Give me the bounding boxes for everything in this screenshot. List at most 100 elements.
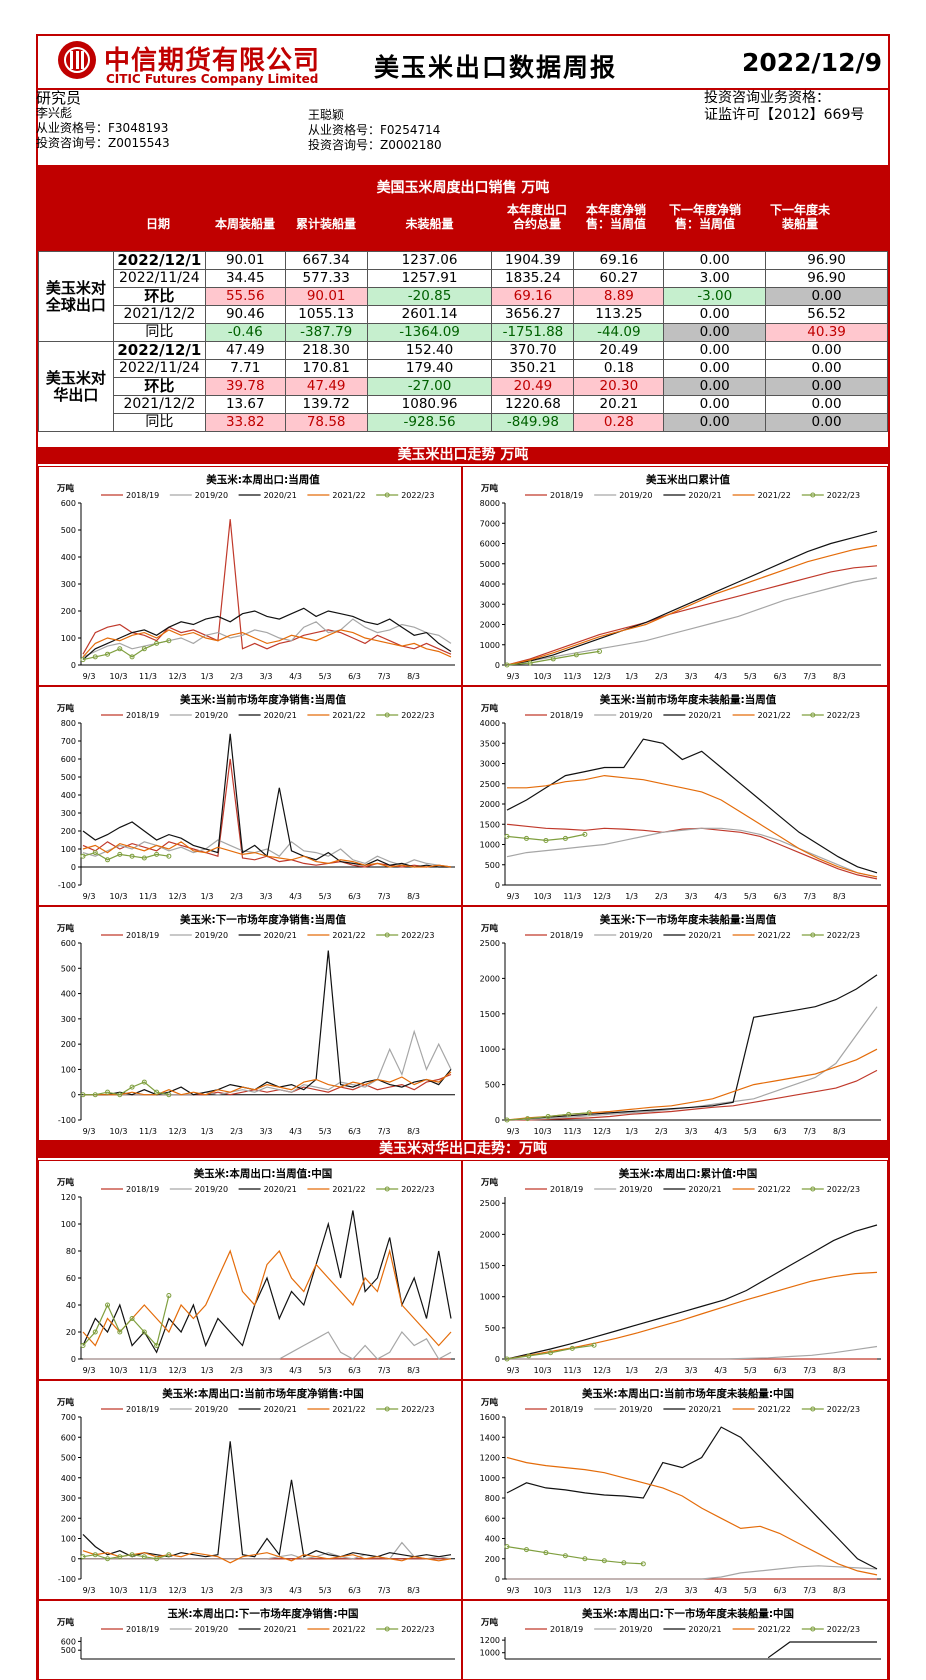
y-tick-label: 300: [61, 1494, 76, 1503]
x-tick-label: 11/3: [563, 1127, 581, 1136]
x-tick-label: 4/3: [714, 1586, 727, 1595]
legend-label: 2019/20: [195, 1185, 228, 1194]
y-tick-label: 400: [61, 1474, 76, 1483]
legend-label: 2020/21: [264, 1185, 297, 1194]
legend-label: 2021/22: [332, 491, 365, 500]
legend-label: 2022/23: [827, 931, 860, 940]
series-line: [82, 733, 451, 868]
y-tick-label: 1500: [480, 820, 500, 829]
x-tick-label: 8/3: [407, 892, 420, 901]
legend-marker: [384, 492, 390, 498]
table-cell: 218.30: [284, 341, 368, 360]
series-point: [92, 1552, 98, 1558]
legend-label: 2022/23: [827, 1625, 860, 1634]
y-tick-label: 40: [66, 1301, 76, 1310]
series-line: [507, 1565, 878, 1580]
series-point: [129, 654, 135, 660]
series-point: [154, 1556, 160, 1562]
series-line: [83, 1071, 452, 1096]
researcher-heading: 研究员: [36, 89, 82, 107]
x-tick-label: 2/3: [230, 672, 243, 681]
table-cell: 0.00: [663, 413, 767, 432]
researcher-name: 王聪颖: [308, 108, 345, 122]
series-line: [507, 1345, 878, 1360]
x-tick-label: 10/3: [110, 1366, 128, 1375]
table-cell: 0.00: [765, 341, 888, 360]
legend-label: 2022/23: [401, 1185, 434, 1194]
researcher-consult: 投资咨询号：Z0002180: [308, 138, 442, 152]
series-line: [506, 1546, 644, 1565]
chart-unit: 万吨: [56, 923, 75, 934]
y-tick-label: 100: [61, 1220, 76, 1229]
section-title-china: 美玉米对华出口走势：万吨: [38, 1141, 888, 1158]
series-line: [506, 577, 878, 666]
y-tick-label: 2500: [480, 1199, 500, 1208]
chart-panel: 美玉米:下一市场年度未装船量:当周值 万吨 2018/19 2019/20 2020/2…: [462, 906, 888, 1141]
legend-label: 2019/20: [619, 1625, 652, 1634]
x-tick-label: 9/3: [507, 672, 520, 681]
x-tick-label: 10/3: [534, 1586, 552, 1595]
chart-panel: 美玉米:本周出口:累计值:中国 万吨 2018/19 2019/20 2020/21 20…: [462, 1160, 888, 1380]
x-tick-label: 2/3: [655, 1127, 668, 1136]
legend-label: 2018/19: [126, 491, 159, 500]
y-tick-label: 600: [61, 1433, 76, 1442]
x-tick-label: 2/3: [655, 892, 668, 901]
y-tick-label: 500: [61, 964, 76, 973]
legend-label: 2020/21: [688, 1405, 721, 1414]
table-cell: 0.00: [663, 323, 767, 342]
table-cell: 0.00: [663, 305, 767, 324]
legend-label: 2018/19: [126, 931, 159, 940]
series-point: [548, 1350, 554, 1356]
y-tick-label: 2500: [480, 780, 500, 789]
y-tick-label: 500: [61, 773, 76, 782]
legend-marker: [384, 1626, 390, 1632]
table-cell: 179.40: [366, 359, 493, 378]
researcher-qual: 从业资格号：F3048193: [36, 121, 169, 135]
table-cell: -44.09: [573, 323, 665, 342]
legend-label: 2021/22: [758, 491, 791, 500]
y-tick-label: 80: [66, 1247, 76, 1256]
y-tick-label: 1000: [480, 641, 500, 650]
x-tick-label: 8/3: [833, 1586, 846, 1595]
x-tick-label: 12/3: [169, 1127, 187, 1136]
y-tick-label: 0: [495, 1575, 500, 1584]
series-line: [82, 839, 452, 868]
x-tick-label: 7/3: [803, 1366, 816, 1375]
legend-label: 2018/19: [550, 1185, 583, 1194]
legend-label: 2022/23: [401, 711, 434, 720]
series-point: [80, 1343, 86, 1348]
table-cell: 0.00: [765, 359, 888, 378]
x-tick-label: 12/3: [169, 892, 187, 901]
series-line: [82, 1210, 452, 1354]
legend-marker: [810, 712, 816, 718]
legend-label: 2020/21: [264, 491, 297, 500]
x-tick-label: 2/3: [230, 892, 243, 901]
report-title: 美玉米出口数据周报: [374, 53, 618, 82]
table-cell: 20.21: [573, 395, 665, 414]
legend-marker: [810, 932, 816, 938]
x-tick-label: 6/3: [774, 1127, 787, 1136]
x-tick-label: 1/3: [625, 1586, 638, 1595]
x-tick-label: 6/3: [774, 892, 787, 901]
chart-unit: 万吨: [56, 1177, 75, 1188]
x-tick-label: 3/3: [260, 1366, 273, 1375]
series-point: [117, 1554, 123, 1560]
x-tick-label: 5/3: [744, 892, 757, 901]
legend-label: 2021/22: [332, 931, 365, 940]
table-cell: -3.00: [663, 287, 767, 306]
series-line: [82, 607, 452, 661]
group-label: 美玉米对华出口: [38, 341, 114, 432]
chart-unit: 万吨: [480, 483, 499, 494]
x-tick-label: 7/3: [378, 1586, 391, 1595]
series-line: [82, 1248, 452, 1347]
y-tick-label: 5000: [480, 560, 500, 569]
x-tick-label: 9/3: [507, 892, 520, 901]
table-row: 环比 39.78 47.49 -27.00 20.49 20.30 0.00 0.00: [39, 377, 888, 396]
col-header: 下一年度未装船量: [770, 203, 831, 231]
table-cell: 0.00: [663, 377, 767, 396]
row-date: 2021/12/2: [112, 305, 206, 324]
